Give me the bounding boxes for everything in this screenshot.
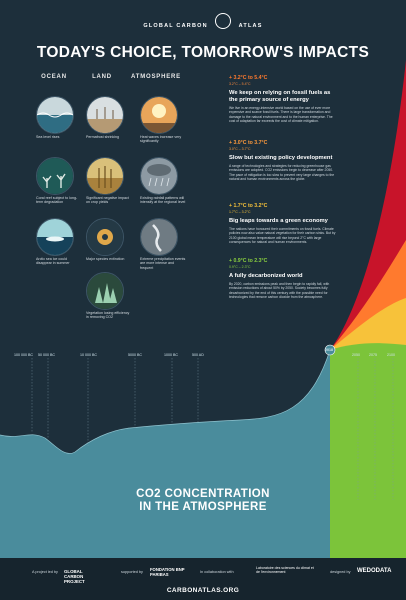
logo-line1: GLOBAL CARBON [143,23,208,29]
impact-caption: Sea level rises [36,135,60,139]
coral-icon [36,157,74,195]
timeline-label-current: 2018 [325,348,333,352]
footer-lsce-logo: Laboratoire des sciences du climat et de… [256,566,314,574]
impact-caption: Extreme precipitation events are more in… [140,257,186,270]
timeline-label: 2050 [352,353,360,357]
footer [0,558,406,600]
timeline-label: 500 AD [192,353,204,357]
ice-icon [36,218,74,256]
wave-icon [36,96,74,134]
co2-title-line2: IN THE ATMOSPHERE [139,501,267,513]
scenario-sub: 3.2°C – 5.4°C [229,82,251,86]
scenario-range: + 0.9°C to 2.3°C [229,258,268,264]
timeline-label: 2075 [369,353,377,357]
timeline-label: 1000 BC [164,353,178,357]
impact-caption: Significant negative impact on crop yiel… [86,196,129,205]
scenario-sub: 1.7°C – 3.2°C [229,210,251,214]
scenario-area-green [330,343,406,558]
timeline-label: 2100 [387,353,395,357]
forest-icon [86,272,124,310]
column-ocean: OCEAN [41,74,67,80]
sun-icon [140,96,178,134]
footer-wedodata-logo: WEDODATA [357,568,392,574]
footer-foundation-logo: FONDATION BNP PARIBAS [150,567,185,577]
scenario-2: + 3.0°C to 3.7°C 3.0°C – 3.7°C Slow but … [229,140,339,181]
logo-line2: ATLAS [238,23,263,29]
footer-project-by: A project led by [32,570,58,574]
scenario-title: Slow but existing policy development [229,155,333,161]
column-land: LAND [92,74,112,80]
scenario-text: A range of technologies and strategies f… [229,164,335,181]
column-atmosphere: ATMOSPHERE [131,74,181,80]
scenario-sub: 0.9°C – 2.3°C [229,265,251,269]
impact-caption: Major species extinction [86,257,125,261]
footer-gcp-logo: GLOBAL CARBON PROJECT [64,569,85,584]
impact-caption: Existing rainfall patterns will intensif… [140,196,186,205]
permafrost-icon [86,96,124,134]
scenario-range: + 1.7°C to 3.2°C [229,203,268,209]
species-icon [86,218,124,256]
scenario-text: By 2020, carbon emissions peak and then … [229,282,330,299]
scenario-range: + 3.2°C to 5.4°C [229,75,268,81]
scenario-title: We keep on relying on fossil fuels as th… [229,90,331,103]
scenario-title: Big leaps towards a green economy [229,218,328,224]
scenario-title: A fully decarbonized world [229,273,303,279]
footer-supported-by: supported by [121,570,143,574]
scenario-sub: 3.0°C – 3.7°C [229,147,251,151]
scenario-3: + 1.7°C to 3.2°C 1.7°C – 3.2°C Big leaps… [229,203,339,244]
scenario-4: + 0.9°C to 2.3°C 0.9°C – 2.3°C A fully d… [229,258,339,299]
impact-caption: Heat waves increase very significantly [140,135,182,144]
storm-icon [140,218,178,256]
scenario-1: + 3.2°C to 5.4°C 3.2°C – 5.4°C We keep o… [229,75,339,123]
impact-caption: Permafrost shrinking [86,135,119,139]
scenario-text: The nations have honoured their commitme… [229,227,336,244]
scenario-range: + 3.0°C to 3.7°C [229,140,268,146]
rain-icon [140,157,178,195]
impact-caption: Vegetation losing efficiency in removing… [86,311,130,320]
scenario-text: We live in an energy-intensive world bas… [229,106,333,123]
logo-ring-icon [215,12,232,29]
impact-caption: Arctic sea ice could disappear in summer [36,257,70,266]
year-2018-marker [324,344,336,356]
footer-collab: In collaboration with [200,570,234,574]
timeline-label: 5000 BC [128,353,142,357]
site-link[interactable]: CARBONATLAS.ORG [166,587,240,594]
page-title: TODAY'S CHOICE, TOMORROW'S IMPACTS [36,44,370,61]
timeline-label: 100 000 BC [14,353,33,357]
footer-designed-by: designed by [330,570,351,574]
logo: GLOBAL CARBON ATLAS [0,12,406,32]
co2-title-line1: CO2 CONCENTRATION [136,488,270,500]
timeline-label: 10 000 BC [80,353,97,357]
co2-history-area [0,350,330,558]
scenario-chart [0,60,406,558]
timeline-label: 50 000 BC [38,353,55,357]
impact-caption: Coral reef subject to long-term degradat… [36,196,78,205]
wheat-icon [86,157,124,195]
co2-title: CO2 CONCENTRATION IN THE ATMOSPHERE [0,488,406,514]
